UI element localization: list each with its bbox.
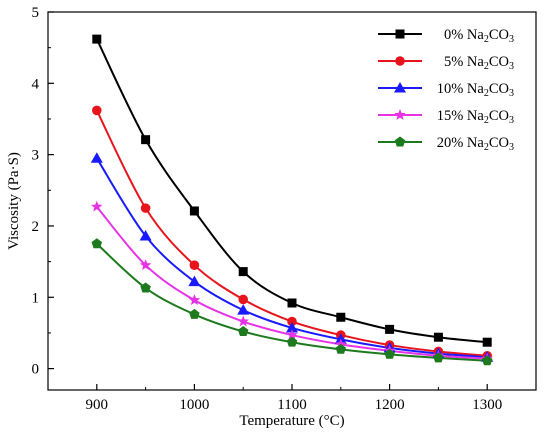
data-point-2-1	[139, 229, 152, 241]
data-point-3-2	[188, 294, 201, 305]
legend-marker-0	[395, 29, 405, 39]
y-tick-label-5: 5	[32, 5, 40, 21]
legend-label-4: 20% Na2CO3	[437, 135, 514, 153]
x-axis-title: Temperature (°C)	[239, 413, 344, 429]
data-point-1-2	[189, 260, 200, 270]
data-point-4-0	[91, 238, 103, 249]
legend-label-0: 0% Na2CO3	[444, 27, 514, 45]
data-point-2-3	[237, 304, 250, 315]
data-point-0-7	[433, 332, 443, 342]
data-point-0-5	[336, 312, 346, 322]
data-point-4-6	[384, 348, 395, 359]
y-tick-label-4: 4	[32, 76, 40, 92]
data-point-2-4	[286, 321, 298, 333]
data-point-3-4	[286, 329, 298, 340]
series-line-0	[95, 38, 488, 344]
data-point-1-1	[140, 203, 151, 213]
series-curves	[95, 38, 488, 362]
data-point-4-2	[189, 308, 200, 319]
legend-label-2: 10% Na2CO3	[437, 81, 514, 99]
legend-label-1: 5% Na2CO3	[444, 54, 514, 72]
data-point-4-3	[237, 326, 249, 336]
legend-label-3: 15% Na2CO3	[437, 108, 514, 126]
y-tick-label-3: 3	[32, 148, 40, 164]
legend-marker-2	[394, 82, 406, 93]
axes: 900 1000 1100 1200 1300 0 1 2 3 4 5	[32, 5, 537, 413]
series-markers	[90, 34, 494, 366]
data-point-2-0	[90, 152, 103, 163]
y-tick-label-0: 0	[32, 362, 40, 378]
y-tick-label-1: 1	[32, 290, 40, 306]
data-point-3-5	[335, 338, 347, 350]
legend-marker-4	[394, 136, 406, 147]
x-tick-label-2: 1100	[277, 397, 306, 413]
series-line-2	[95, 157, 488, 359]
x-tick-label-4: 1300	[472, 397, 502, 413]
legend-marker-1	[395, 56, 405, 66]
data-point-0-0	[92, 34, 102, 44]
data-point-1-0	[92, 105, 102, 116]
x-tick-label-1: 1000	[179, 397, 209, 413]
data-point-0-2	[189, 206, 199, 216]
x-tick-label-3: 1200	[375, 397, 405, 413]
legend: 0% Na2CO3 5% Na2CO3 10% Na2CO3 15% Na2CO3 20…	[378, 27, 514, 153]
legend-marker-3	[394, 109, 406, 120]
data-point-4-8	[481, 355, 493, 366]
data-point-3-0	[91, 200, 103, 212]
data-point-0-1	[141, 135, 151, 145]
data-point-0-6	[385, 324, 395, 334]
data-point-1-4	[287, 316, 297, 327]
y-tick-label-2: 2	[32, 219, 40, 235]
data-point-4-4	[286, 336, 298, 347]
data-point-4-5	[335, 343, 347, 354]
data-point-2-2	[188, 275, 201, 287]
data-point-0-8	[482, 337, 492, 347]
data-point-1-3	[238, 294, 248, 305]
y-axis-title: Viscosity (Pa·S)	[6, 152, 22, 250]
data-point-0-3	[238, 267, 248, 277]
data-point-4-7	[433, 352, 444, 363]
data-point-3-1	[139, 259, 152, 271]
data-point-0-4	[287, 298, 297, 308]
data-point-3-3	[237, 315, 249, 327]
x-tick-label-0: 900	[86, 397, 109, 413]
data-point-4-1	[140, 282, 151, 293]
